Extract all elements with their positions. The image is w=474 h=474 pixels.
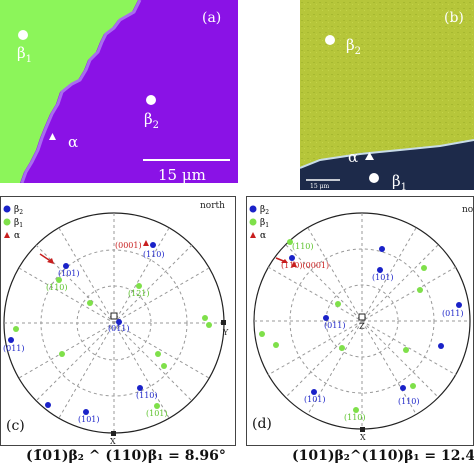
grain-boundary xyxy=(20,0,142,183)
x-axis-marker xyxy=(111,431,116,436)
legend-alpha-tri xyxy=(4,232,10,238)
legend-alpha-d: α xyxy=(260,231,266,241)
alpha-label: α xyxy=(68,133,78,151)
beta1-grain xyxy=(300,140,474,190)
label-b101b-d: (101) xyxy=(304,395,326,404)
pole-figure-d: X Z north β2 β1 α (110) (110)(0001) (101… xyxy=(246,196,474,446)
label-a0001-c: (0001) xyxy=(115,241,142,250)
beta2-marker-b xyxy=(325,35,335,45)
beta2-label-b: β2 xyxy=(346,36,361,57)
legend-beta2-c: β2 xyxy=(14,205,23,216)
beta2-marker xyxy=(146,95,156,105)
label-b110b-c: (110) xyxy=(136,391,158,400)
center-d xyxy=(358,313,366,321)
label-g101-c: (101) xyxy=(146,409,168,418)
label-b110-c: (110) xyxy=(143,250,165,259)
label-center-c: (011) xyxy=(108,324,130,333)
beta1-label-b: β1 xyxy=(392,172,407,190)
axis-z-label-d: Z xyxy=(359,322,365,331)
center-c xyxy=(110,312,118,320)
label-g110-c: (110) xyxy=(46,283,68,292)
label-center-d: (011) xyxy=(324,321,346,330)
x-axis-marker-d xyxy=(360,427,365,432)
ebsd-phase-map: β1 β2 α (a) 15 μm xyxy=(0,0,238,183)
poles-c: (0001) (110) (101) (110) (121) (011) (01… xyxy=(3,240,212,424)
north-label-c: north xyxy=(200,201,225,211)
panel-c-label: (c) xyxy=(6,418,25,434)
pole-figure-c-svg: Y X north β2 β1 α (0001) (110) (101) (11… xyxy=(0,196,236,446)
optical-svg: β2 α β1 (b) 15 μm xyxy=(300,0,474,190)
panel-b-label: (b) xyxy=(444,10,464,26)
scale-bar-label: 15 μm xyxy=(158,166,206,183)
axis-y-label: Y xyxy=(222,328,229,337)
label-b101-d: (101) xyxy=(372,273,394,282)
y-axis-marker xyxy=(221,320,226,325)
pole-figure-c: Y X north β2 β1 α (0001) (110) (101) (11… xyxy=(0,196,236,446)
pole-figure-d-svg: X Z north β2 β1 α (110) (110)(0001) (101… xyxy=(246,196,474,446)
scale-bar-label-b: 15 μm xyxy=(310,183,329,190)
legend-alpha-tri-d xyxy=(250,232,256,238)
label-g110b-d: (110) xyxy=(344,413,366,422)
panel-d-label: (d) xyxy=(252,416,272,432)
legend-beta2-dot xyxy=(3,205,11,213)
legend-beta1-c: β1 xyxy=(14,218,23,229)
north-label-d: north xyxy=(462,205,474,215)
optical-boundary xyxy=(300,139,474,169)
panel-a-label: (a) xyxy=(202,10,221,26)
legend-beta2-dot-d xyxy=(249,205,257,213)
legend-alpha-c: α xyxy=(14,231,20,241)
label-g121-c: (121) xyxy=(128,289,150,298)
optical-micrograph: β2 α β1 (b) 15 μm xyxy=(300,0,474,190)
beta2-label: β2 xyxy=(144,110,159,131)
grid-c xyxy=(4,213,224,433)
label-b101b-c: (101) xyxy=(78,415,100,424)
label-b110-d: (110) xyxy=(398,397,420,406)
beta1-label: β1 xyxy=(17,44,32,65)
ebsd-map-svg: β1 β2 α (a) 15 μm xyxy=(0,0,238,183)
beta1-region xyxy=(0,0,138,183)
alpha-label-b: α xyxy=(348,148,358,166)
label-left-c: (011) xyxy=(3,344,25,353)
alpha-marker xyxy=(49,133,56,140)
label-a0001-d: (110)(0001) xyxy=(281,261,329,270)
caption-left: (1̄01)β₂ ^ (110)β₁ = 8.96° xyxy=(26,448,226,464)
grid-d xyxy=(254,213,470,429)
label-right-d: (011) xyxy=(442,309,464,318)
caption-right: (101)β₂^(110)β₁ = 12.40° xyxy=(292,448,474,464)
label-b101-c: (101) xyxy=(58,269,80,278)
legend-beta1-dot-d xyxy=(249,218,257,226)
axis-x-label: X xyxy=(110,437,116,446)
beta1-marker-b xyxy=(369,173,379,183)
label-g110-d: (110) xyxy=(292,242,314,251)
axis-x-label-d: X xyxy=(360,433,366,442)
legend-beta1-dot xyxy=(3,218,11,226)
alpha-marker-b xyxy=(365,152,374,160)
legend-beta1-d: β1 xyxy=(260,218,269,229)
poles-d: (110) (110)(0001) (101) (011) (011) (110… xyxy=(259,239,464,422)
beta1-marker xyxy=(18,30,28,40)
legend-beta2-d: β2 xyxy=(260,205,269,216)
